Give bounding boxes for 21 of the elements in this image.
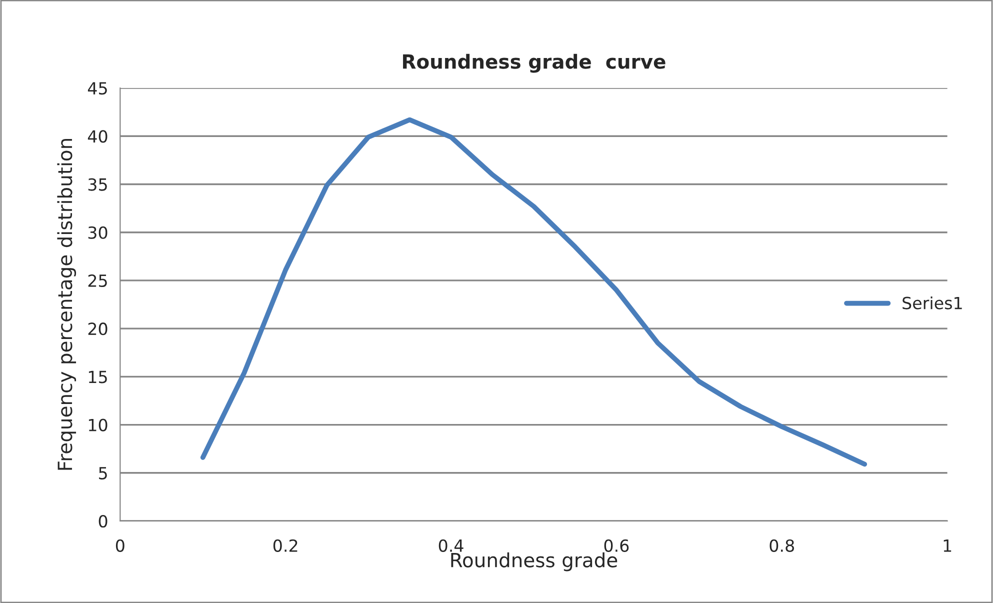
y-tick-label: 30 (88, 226, 108, 239)
chart-title: Roundness grade curve (403, 54, 666, 73)
x-axis-title: Roundness grade (451, 552, 618, 572)
y-tick-label: 15 (88, 370, 107, 384)
y-axis-title: Frequency percentage distribution (57, 139, 76, 470)
x-tick-label: 0.8 (770, 539, 794, 552)
y-tick-label: 5 (99, 467, 107, 480)
y-tick-label: 20 (88, 322, 108, 336)
y-tick-label: 0 (98, 514, 108, 528)
x-tick-label: 0.2 (273, 539, 298, 552)
x-tick-label: 1 (944, 540, 952, 552)
x-tick-label: 0.6 (604, 539, 629, 552)
x-tick-label: 0 (116, 539, 124, 552)
line-series (200, 117, 868, 467)
x-tick-label: 0.4 (438, 539, 464, 552)
y-tick-label: 35 (88, 178, 107, 191)
y-tick-label: 25 (88, 274, 107, 288)
y-tick-label: 40 (88, 130, 108, 143)
y-tick-label: 45 (88, 82, 107, 95)
y-tick-label: 10 (88, 418, 108, 432)
legend-label: Series1 (902, 296, 962, 310)
